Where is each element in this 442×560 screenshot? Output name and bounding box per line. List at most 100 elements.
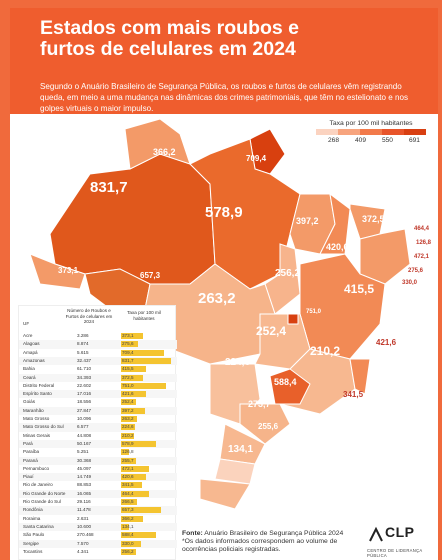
cell-count: 32.437 [77,357,92,363]
cell-count: 6.577 [77,424,89,430]
table-row: Paraná 30.368 255,7 [19,456,177,465]
source-note: Fonte: Anuário Brasileiro de Segurança P… [182,530,352,554]
cell-uf: Bahia [23,366,35,372]
table-row: Distrito Federal 22.602 751,0 [19,382,177,390]
page-title: Estados com mais roubos e furtos de celu… [40,18,420,60]
rate-bar [121,515,143,522]
rate-bar [121,507,161,514]
state-df [287,313,299,325]
cell-uf: Ceará [23,374,36,380]
cell-uf: Mato Grosso do Sul [23,424,64,430]
state-ac [29,253,86,290]
table-row: Rio Grande do Norte 16.065 464,4 [19,489,177,498]
legend-swatch [404,129,426,135]
cell-uf: Rio de Janeiro [23,482,53,488]
cell-rate: 415,5 [122,366,134,372]
cell-rate: 263,2 [122,416,134,421]
table-row: Pará 50.167 578,9 [19,439,177,449]
legend-scale [316,129,426,135]
label-to: 256,2 [275,268,301,279]
cell-rate: 464,4 [122,490,134,496]
rate-bar [121,465,150,472]
cell-uf: Pará [23,440,33,446]
cell-count: 2.631 [77,515,89,521]
label-pi: 420,6 [326,242,349,252]
cell-uf: Pernambuco [23,465,50,471]
cell-rate: 366,2 [122,515,134,521]
label-ba: 415,5 [344,282,375,296]
state-ap [249,128,286,175]
table-row: Rondônia 11.478 657,3 [19,506,177,515]
label-se: 330,0 [402,280,418,286]
label-al: 275,6 [408,268,424,274]
legend-tick: 268 [328,137,340,144]
cell-count: 11.478 [77,507,91,513]
title-line-2: furtos de celulares em 2024 [40,38,296,60]
cell-count: 5.615 [77,349,89,355]
cell-rate: 224,6 [122,424,134,430]
cell-rate: 330,0 [122,540,134,546]
cell-uf: Espírito Santo [23,391,52,397]
cell-count: 30.368 [77,457,92,463]
rate-bar [121,382,167,389]
cell-count: 61.710 [77,366,92,372]
rate-bar [121,532,157,539]
cell-rate: 472,1 [122,465,134,471]
legend-tick: 409 [354,137,366,144]
cell-rate: 210,2 [122,432,134,438]
cell-count: 17.016 [77,391,92,397]
col-rate: Taxa por 100 mil habitantes [127,310,161,321]
cell-rate: 709,4 [122,349,134,355]
cell-rate: 588,4 [122,532,134,538]
rate-bar [121,449,129,456]
rate-bar [121,499,138,505]
cell-count: 270.468 [77,532,94,538]
data-table: UF Número de Roubos e Furtos de celulare… [18,305,177,560]
rate-bar [121,333,144,339]
source-footnote: *Os dados informados correspondem ao vol… [182,538,338,553]
label-go: 252,4 [256,324,287,338]
cell-rate: 126,8 [122,449,134,455]
state-sc [214,458,256,485]
rate-bar [121,391,147,398]
cell-uf: Mato Grosso [23,416,50,421]
rate-bar [121,374,144,381]
cell-count: 10.096 [77,416,92,421]
cell-rate: 341,5 [122,482,134,488]
cell-count: 4.341 [77,548,89,554]
legend-swatch [360,129,382,135]
cell-uf: Paraná [23,457,38,463]
legend-swatch [316,129,338,135]
label-pa: 578,9 [205,204,243,221]
cell-rate: 252,4 [122,399,134,405]
table-header: UF Número de Roubos e Furtos de celulare… [19,306,177,330]
table-row: Santa Catarina 10.600 134,1 [19,522,177,532]
source-label: Fonte: [182,530,203,537]
label-ms: 224,6 [225,357,251,368]
cell-count: 14.749 [77,474,92,480]
table-row: Rio de Janeiro 88.853 341,5 [19,481,177,489]
cell-uf: Rio Grande do Sul [23,499,61,504]
table-row: Mato Grosso 10.096 263,2 [19,415,177,423]
legend-ticks: 268 409 550 691 [316,135,426,144]
table-row: Amapá 5.615 709,4 [19,349,177,357]
table-row: Espírito Santo 17.016 421,6 [19,390,177,399]
rate-bar [121,540,141,547]
cell-count: 29.116 [77,499,91,504]
table-row: Pernambuco 45.097 472,1 [19,465,177,473]
cell-count: 16.065 [77,490,92,496]
rate-bar [121,548,137,555]
label-sp: 273,7 [248,399,271,409]
label-pb: 126,8 [416,240,432,246]
table-row: Paraíba 5.251 126,8 [19,448,177,456]
cell-uf: Amapá [23,349,38,355]
state-rj [269,368,311,405]
table-row: Minas Gerais 44.808 210,2 [19,432,177,440]
cell-rate: 134,1 [122,523,134,529]
rate-bar [121,416,137,422]
state-es [349,358,371,395]
label-es: 421,6 [376,338,397,347]
cell-uf: Rondônia [23,507,43,513]
cell-uf: Tocantins [23,548,43,554]
table-row: São Paulo 270.468 588,4 [19,531,177,539]
